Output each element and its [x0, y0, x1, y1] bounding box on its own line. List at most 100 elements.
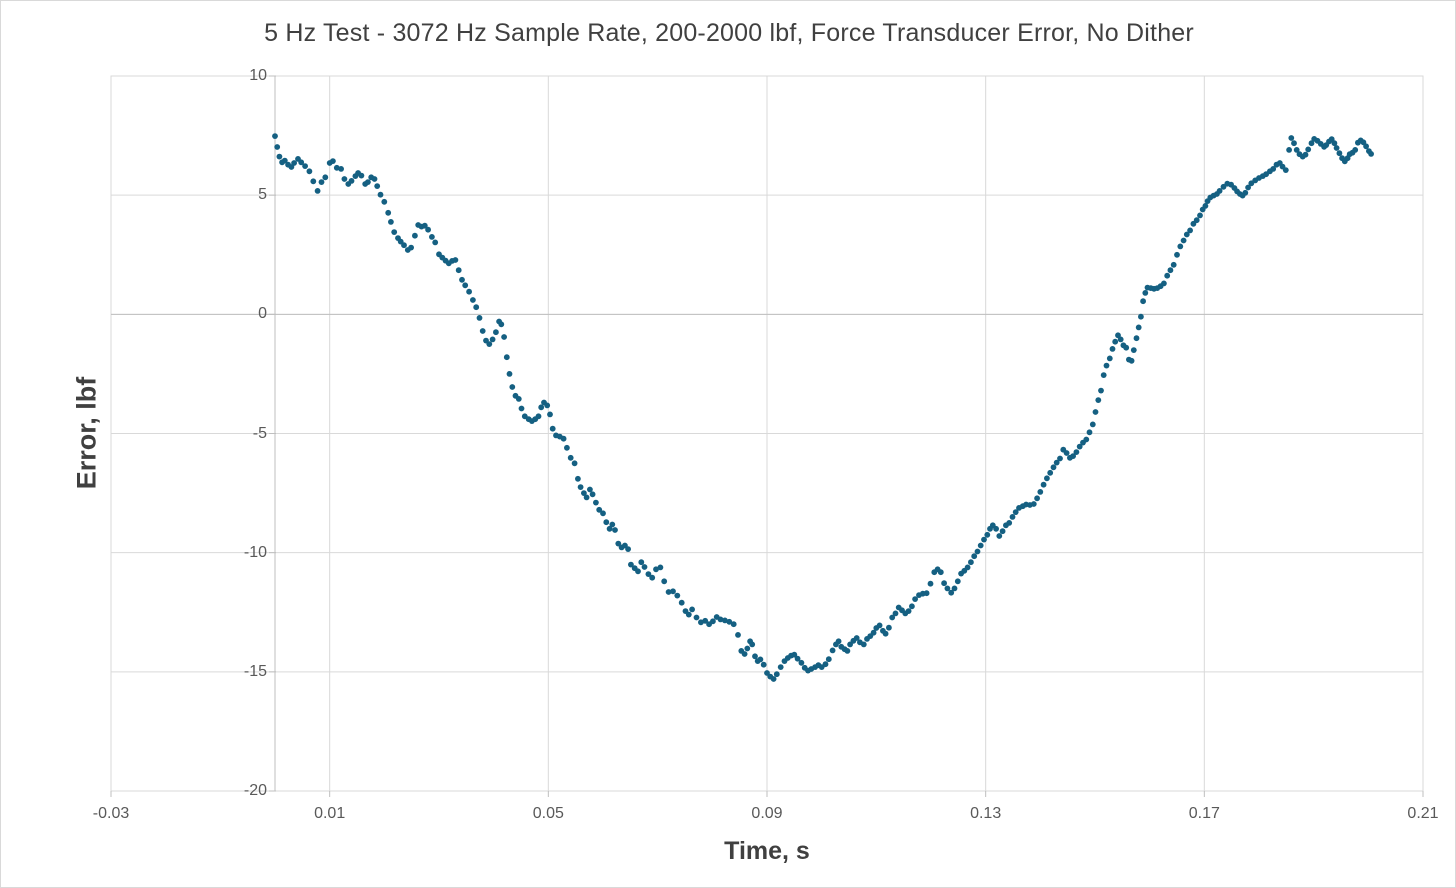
- data-point: [306, 168, 313, 175]
- data-point: [388, 219, 394, 225]
- data-point: [974, 548, 981, 555]
- data-point: [459, 276, 465, 283]
- data-point: [1305, 146, 1312, 153]
- data-point: [1050, 464, 1057, 471]
- data-point: [276, 153, 283, 160]
- data-point: [1363, 143, 1369, 150]
- data-point: [612, 527, 618, 533]
- data-point: [752, 653, 758, 660]
- data-point: [479, 328, 486, 334]
- data-point: [1170, 261, 1177, 268]
- data-point: [291, 160, 297, 166]
- data-point: [371, 176, 378, 182]
- data-point: [653, 566, 659, 573]
- tick-marks: [110, 75, 1424, 797]
- data-point: [1133, 335, 1140, 342]
- data-point: [377, 191, 384, 198]
- data-point: [408, 244, 414, 251]
- data-point: [741, 651, 748, 657]
- data-point: [1070, 453, 1076, 459]
- x-tick-label: 0.01: [314, 805, 346, 822]
- data-point: [466, 288, 472, 295]
- data-point: [1142, 290, 1149, 296]
- data-point: [1044, 475, 1050, 482]
- data-point: [549, 425, 556, 432]
- data-point: [912, 596, 918, 602]
- data-point: [503, 354, 510, 361]
- data-point: [1130, 347, 1137, 353]
- data-point: [318, 179, 325, 186]
- data-point: [581, 490, 587, 496]
- data-point: [1040, 481, 1047, 488]
- data-point: [425, 226, 431, 233]
- data-point: [905, 608, 912, 614]
- data-point: [609, 521, 616, 528]
- data-point: [927, 580, 934, 587]
- data-point: [462, 282, 469, 289]
- data-point: [717, 616, 724, 623]
- data-point: [501, 334, 507, 340]
- data-point: [365, 179, 371, 186]
- data-point: [999, 528, 1006, 535]
- data-point: [951, 585, 958, 592]
- data-point: [274, 144, 281, 150]
- data-point: [773, 671, 780, 678]
- data-point: [954, 578, 961, 585]
- data-point: [726, 618, 733, 625]
- data-point: [923, 590, 930, 597]
- data-point: [1302, 151, 1309, 158]
- data-point: [835, 638, 842, 645]
- y-axis-title: Error, lbf: [71, 376, 102, 490]
- data-point: [993, 525, 999, 532]
- data-point: [600, 510, 606, 517]
- data-point: [674, 592, 681, 599]
- data-point: [1138, 313, 1144, 320]
- data-point: [615, 540, 622, 547]
- data-point: [412, 232, 418, 239]
- data-point: [1076, 443, 1083, 450]
- y-tick-label: 5: [258, 186, 267, 204]
- data-point: [876, 622, 883, 629]
- data-point: [470, 297, 476, 303]
- data-point: [777, 664, 784, 670]
- data-point: [1034, 495, 1040, 502]
- data-point: [506, 371, 513, 377]
- data-point: [1092, 409, 1099, 415]
- x-tick-label: -0.03: [92, 805, 130, 822]
- data-point: [710, 618, 716, 625]
- data-point: [473, 304, 480, 311]
- data-point: [1106, 355, 1113, 362]
- data-point: [330, 158, 336, 165]
- data-point: [1270, 166, 1277, 172]
- data-point: [1286, 147, 1292, 153]
- data-point: [589, 491, 596, 498]
- data-point: [1112, 338, 1119, 345]
- data-point: [625, 546, 631, 552]
- x-tick-label: 0.21: [1407, 805, 1439, 822]
- data-point: [860, 641, 867, 648]
- data-point: [685, 611, 692, 618]
- data-point: [749, 641, 756, 648]
- data-point: [638, 559, 645, 566]
- data-point: [984, 531, 991, 538]
- data-point: [575, 475, 581, 482]
- data-point: [964, 564, 971, 571]
- data-point: [1109, 346, 1116, 352]
- data-point: [853, 635, 860, 641]
- data-point: [272, 133, 278, 140]
- data-point: [535, 413, 542, 420]
- data-point: [730, 621, 737, 628]
- data-point: [421, 222, 428, 229]
- data-point: [1308, 140, 1315, 147]
- x-tick-label: 0.05: [532, 805, 564, 822]
- data-point: [693, 614, 700, 621]
- data-point: [1095, 397, 1102, 403]
- x-tick-label: 0.17: [1188, 805, 1220, 822]
- y-tick-label: -5: [252, 424, 267, 442]
- data-point: [735, 632, 741, 638]
- data-point: [1293, 147, 1300, 153]
- data-point: [744, 645, 751, 652]
- data-point: [678, 599, 685, 606]
- data-point: [486, 341, 493, 347]
